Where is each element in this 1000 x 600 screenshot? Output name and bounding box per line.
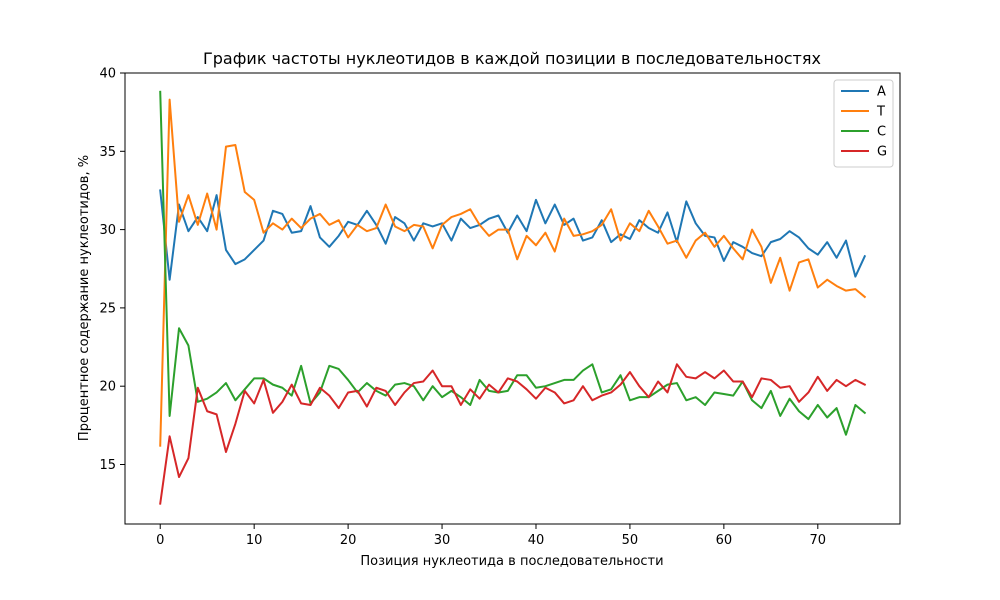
y-axis-label: Процентное содержание нуклеотидов, % <box>77 155 92 441</box>
x-tick-label: 40 <box>528 533 545 548</box>
series-line-A <box>159 189 867 281</box>
legend-label-C: C <box>877 125 886 140</box>
x-tick-label: 0 <box>156 533 164 548</box>
x-tick-label: 70 <box>810 533 827 548</box>
legend-label-G: G <box>877 145 887 160</box>
y-tick-label: 35 <box>99 145 116 160</box>
x-tick-label: 30 <box>434 533 451 548</box>
x-tick-label: 60 <box>716 533 733 548</box>
y-axis-ticks: 15 20 25 30 35 40 <box>99 67 125 473</box>
x-axis-label: Позиция нуклеотида в последовательности <box>360 554 663 569</box>
legend-box <box>833 79 894 168</box>
x-tick-label: 50 <box>622 533 639 548</box>
series-line-T <box>159 98 867 447</box>
legend-label-T: T <box>876 105 885 120</box>
y-tick-label: 25 <box>99 301 116 316</box>
y-tick-label: 30 <box>99 223 116 238</box>
plot-lines <box>159 90 867 505</box>
x-tick-label: 10 <box>246 533 263 548</box>
chart-title: График частоты нуклеотидов в каждой пози… <box>203 49 821 68</box>
x-axis-ticks: 0 10 20 30 40 50 60 70 <box>156 524 826 548</box>
x-tick-label: 20 <box>340 533 357 548</box>
plot-frame <box>124 72 901 525</box>
y-tick-label: 40 <box>99 67 116 82</box>
y-tick-label: 15 <box>99 458 116 473</box>
series-line-G <box>159 363 867 505</box>
legend-label-A: A <box>877 85 886 100</box>
y-tick-label: 20 <box>99 380 116 395</box>
